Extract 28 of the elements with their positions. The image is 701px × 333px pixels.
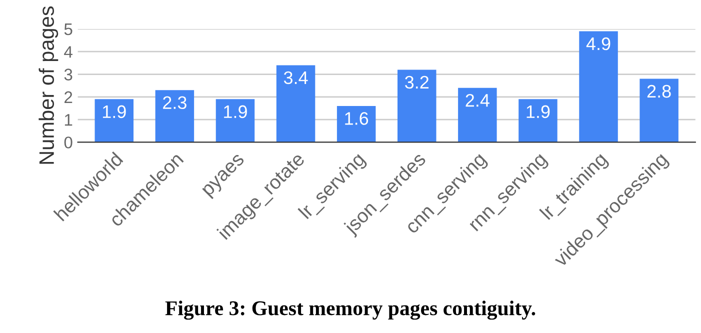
data-label: 3.2	[405, 76, 429, 89]
data-label: 3.4	[284, 71, 308, 84]
bar	[640, 78, 678, 142]
y-tick-label: 4	[64, 46, 72, 58]
data-label: 2.8	[647, 84, 671, 98]
bar	[518, 99, 558, 142]
bar	[579, 31, 618, 142]
data-label: 1.9	[526, 105, 550, 118]
data-label: 1.6	[345, 112, 368, 125]
data-label: 1.9	[224, 105, 247, 118]
bar	[276, 65, 316, 142]
caption: Figure 3: Guest memory pages contiguity.	[165, 300, 536, 320]
bar	[458, 88, 497, 142]
bar	[155, 90, 194, 142]
bar	[216, 99, 255, 142]
data-label: 2.4	[466, 94, 490, 107]
data-label: 2.3	[163, 96, 186, 110]
bar	[336, 106, 376, 142]
y-tick-label: 5	[64, 24, 72, 36]
y-tick-label: 1	[64, 114, 72, 126]
y-tick-label: 0	[64, 136, 72, 148]
data-label: 4.9	[586, 37, 610, 50]
y-axis-title: Number of pages	[38, 6, 58, 164]
data-label: 1.9	[102, 105, 126, 118]
bar	[398, 70, 436, 142]
y-tick-label: 3	[64, 68, 72, 80]
bar	[94, 99, 134, 142]
y-tick-label: 2	[64, 91, 72, 103]
